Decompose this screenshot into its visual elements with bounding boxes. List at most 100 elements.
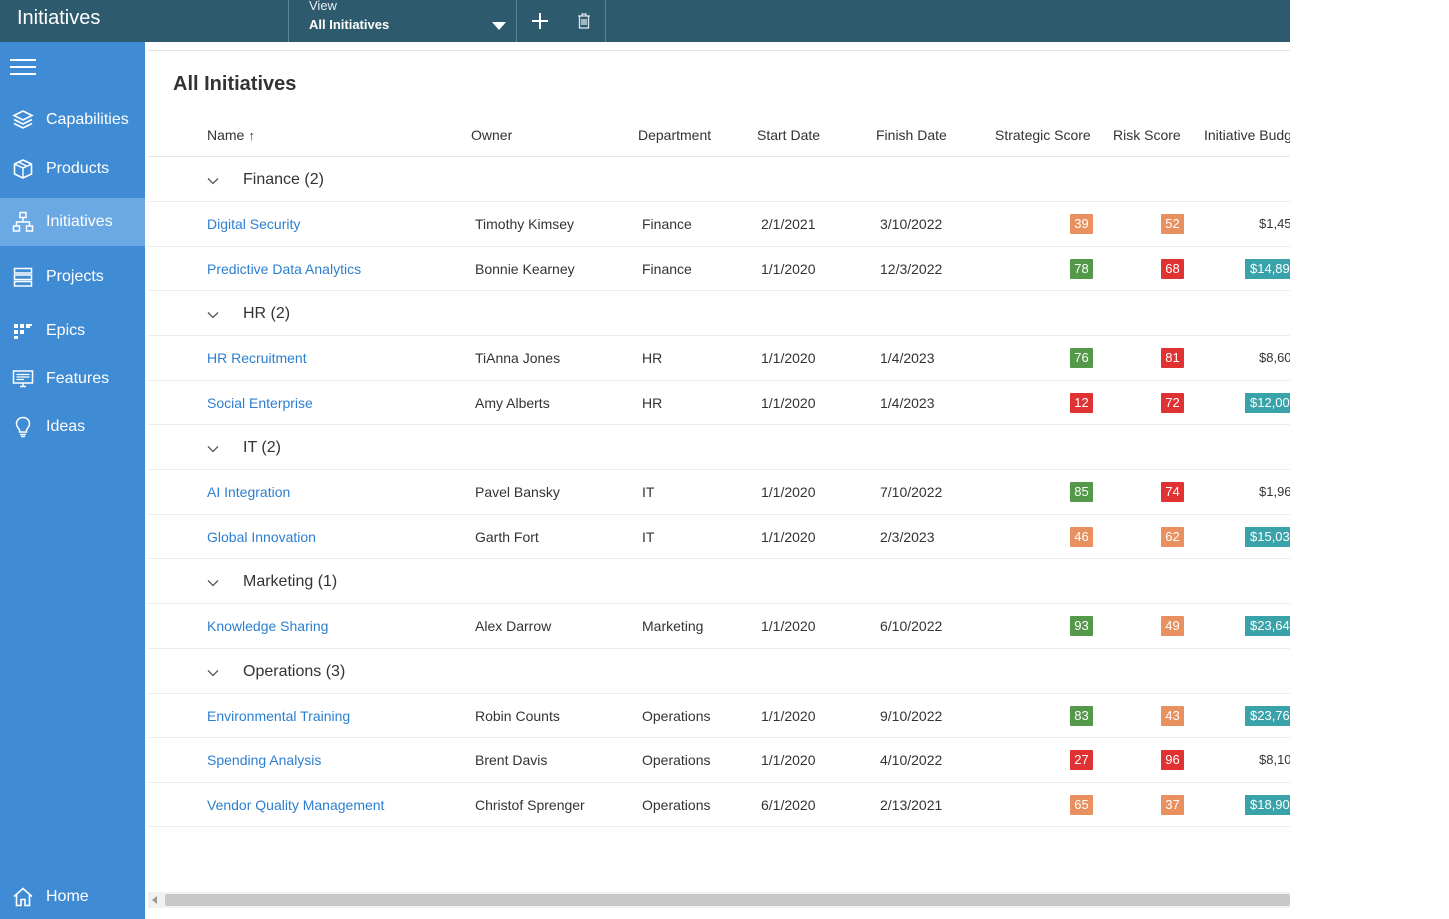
table-row[interactable]: Spending Analysis Brent Davis Operations 1/… <box>148 738 1290 783</box>
initiative-name-link[interactable]: AI Integration <box>207 484 291 500</box>
table-row[interactable]: AI Integration Pavel Bansky IT 1/1/2020 7/10… <box>148 470 1290 515</box>
column-header-name[interactable]: Name ↑ <box>207 127 255 143</box>
chevron-down-icon[interactable] <box>206 576 220 590</box>
group-row[interactable]: HR (2) <box>148 292 1290 336</box>
page-title: All Initiatives <box>173 73 297 95</box>
department-cell: IT <box>642 528 655 545</box>
start-date-cell: 1/1/2020 <box>761 350 816 366</box>
sidebar-item-products[interactable]: Products <box>0 145 145 193</box>
sidebar-item-home[interactable]: Home <box>0 873 145 919</box>
risk-score-badge: 49 <box>1161 616 1184 636</box>
strategic-score-badge: 27 <box>1070 750 1093 770</box>
hierarchy-icon <box>11 210 35 234</box>
table-row[interactable]: Predictive Data Analytics Bonnie Kearney F… <box>148 247 1290 291</box>
chevron-down-icon[interactable] <box>206 174 220 188</box>
group-label: IT (2) <box>243 439 281 456</box>
start-date-cell: 2/1/2021 <box>761 216 816 232</box>
risk-score-badge: 74 <box>1161 482 1184 502</box>
budget-cell: $23,76 <box>1245 705 1290 726</box>
department-cell: Marketing <box>642 618 704 634</box>
table-row[interactable]: Social Enterprise Amy Alberts HR 1/1/2020 1/… <box>148 381 1290 425</box>
column-header-risk-score[interactable]: Risk Score <box>1113 127 1181 143</box>
finish-date-cell: 1/4/2023 <box>880 394 935 411</box>
table-row[interactable]: Vendor Quality Management Christof Spreng… <box>148 783 1290 827</box>
sidebar-item-capabilities[interactable]: Capabilities <box>0 96 145 144</box>
group-row[interactable]: IT (2) <box>148 426 1290 470</box>
scroll-left-icon[interactable] <box>152 896 157 904</box>
start-date-cell: 1/1/2020 <box>761 484 816 500</box>
risk-score-badge: 72 <box>1161 392 1184 413</box>
initiative-name-link[interactable]: Spending Analysis <box>207 752 322 768</box>
column-header-finish-date[interactable]: Finish Date <box>876 127 947 143</box>
department-cell: IT <box>642 484 655 500</box>
department-cell: Operations <box>642 752 711 768</box>
sidebar-item-epics[interactable]: Epics <box>0 307 145 355</box>
finish-date-cell: 2/13/2021 <box>880 796 943 813</box>
table-row[interactable]: Global Innovation Garth Fort IT 1/1/2020 2/3… <box>148 515 1290 559</box>
start-date-cell: 1/1/2020 <box>761 528 816 545</box>
group-label: Finance (2) <box>243 171 324 188</box>
initiative-name-link[interactable]: Vendor Quality Management <box>207 796 385 813</box>
column-header-initiative-budget[interactable]: Initiative Budg <box>1204 127 1290 143</box>
scrollbar-thumb[interactable] <box>165 894 1290 906</box>
finish-date-cell: 6/10/2022 <box>880 618 943 634</box>
budget-cell: $8,10 <box>1259 752 1290 767</box>
chevron-down-icon[interactable] <box>206 666 220 680</box>
initiative-name-link[interactable]: HR Recruitment <box>207 350 307 366</box>
department-cell: HR <box>642 350 663 366</box>
column-header-strategic-score[interactable]: Strategic Score <box>995 127 1091 143</box>
sidebar-item-projects[interactable]: Projects <box>0 253 145 301</box>
sidebar-item-label: Features <box>46 370 110 387</box>
menu-icon[interactable] <box>10 59 36 77</box>
grid-header: Name ↑ Owner Department Start Date Finish… <box>148 115 1290 157</box>
department-cell: Operations <box>642 707 711 724</box>
owner-cell: Bonnie Kearney <box>475 260 575 277</box>
initiative-name-link[interactable]: Environmental Training <box>207 707 351 724</box>
column-header-owner[interactable]: Owner <box>471 127 513 143</box>
chevron-down-icon[interactable] <box>206 442 220 456</box>
start-date-cell: 1/1/2020 <box>761 394 816 411</box>
table-row[interactable]: HR Recruitment TiAnna Jones HR 1/1/2020 1/4/… <box>148 336 1290 381</box>
main-content: All Initiatives Name ↑ Owner Department S… <box>148 50 1290 919</box>
budget-cell: $14,89 <box>1245 258 1290 279</box>
initiative-name-link[interactable]: Knowledge Sharing <box>207 618 329 634</box>
add-button[interactable] <box>518 0 562 42</box>
chevron-down-icon[interactable] <box>206 308 220 322</box>
start-date-cell: 1/1/2020 <box>761 260 816 277</box>
delete-button[interactable] <box>562 0 606 42</box>
view-selector[interactable]: View All Initiatives <box>288 0 517 42</box>
plus-icon <box>532 13 548 29</box>
owner-cell: Brent Davis <box>475 752 548 768</box>
column-header-label: Name <box>207 127 245 143</box>
initiative-name-link[interactable]: Digital Security <box>207 216 301 232</box>
table-row[interactable]: Knowledge Sharing Alex Darrow Marketing 1/1… <box>148 604 1290 649</box>
finish-date-cell: 4/10/2022 <box>880 752 943 768</box>
initiative-name-link[interactable]: Global Innovation <box>207 528 316 545</box>
finish-date-cell: 9/10/2022 <box>880 707 943 724</box>
budget-cell: $8,60 <box>1259 350 1290 365</box>
owner-cell: Robin Counts <box>475 707 560 724</box>
start-date-cell: 1/1/2020 <box>761 618 816 634</box>
table-row[interactable]: Environmental Training Robin Counts Operat… <box>148 694 1290 738</box>
column-header-department[interactable]: Department <box>638 127 712 143</box>
layers-icon <box>11 108 35 132</box>
strategic-score-badge: 65 <box>1070 794 1093 815</box>
strategic-score-badge: 46 <box>1070 526 1093 547</box>
group-row[interactable]: Operations (3) <box>148 650 1290 694</box>
column-header-start-date[interactable]: Start Date <box>757 127 821 143</box>
horizontal-scrollbar[interactable] <box>148 892 1290 908</box>
owner-cell: Timothy Kimsey <box>475 216 575 232</box>
owner-cell: Amy Alberts <box>475 394 550 411</box>
group-row[interactable]: Finance (2) <box>148 158 1290 202</box>
initiative-name-link[interactable]: Social Enterprise <box>207 394 313 411</box>
risk-score-badge: 81 <box>1161 348 1184 368</box>
strategic-score-badge: 76 <box>1070 348 1093 368</box>
sidebar-item-initiatives[interactable]: Initiatives <box>0 198 145 246</box>
risk-score-badge: 62 <box>1161 526 1184 547</box>
table-row[interactable]: Digital Security Timothy Kimsey Finance 2/1… <box>148 202 1290 247</box>
strategic-score-badge: 78 <box>1070 258 1093 279</box>
group-row[interactable]: Marketing (1) <box>148 560 1290 604</box>
sidebar-item-features[interactable]: Features <box>0 355 145 403</box>
initiative-name-link[interactable]: Predictive Data Analytics <box>207 260 362 277</box>
sidebar-item-ideas[interactable]: Ideas <box>0 403 145 451</box>
